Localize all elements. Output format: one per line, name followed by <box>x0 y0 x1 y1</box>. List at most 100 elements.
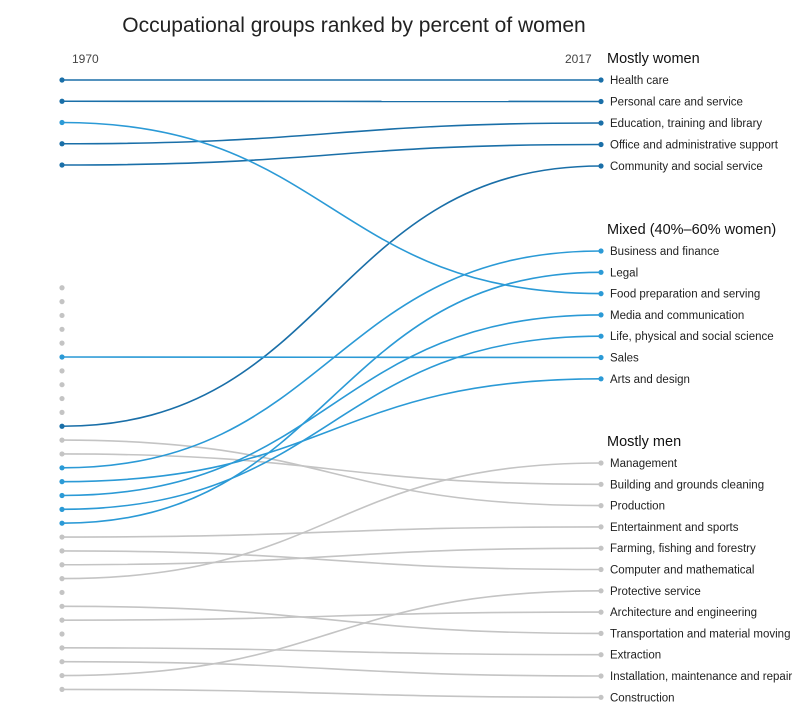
dot-2017-protective-service <box>598 588 604 594</box>
label-legal: Legal <box>610 267 638 279</box>
dot-1970-media-and-communication <box>59 492 65 499</box>
line-entertainment-and-sports <box>61 526 602 538</box>
dot-2017-computer-and-mathematical <box>598 566 604 573</box>
dot-1970-protective-service <box>59 672 65 679</box>
label-protective-service: Protective service <box>610 586 701 598</box>
label-office-and-administrative-support: Office and administrative support <box>610 140 779 152</box>
dot-2017-construction <box>598 694 604 700</box>
line-farming-fishing-and-forestry <box>61 547 602 566</box>
line-food-preparation-and-serving <box>61 121 602 295</box>
dot-1970-transportation-and-material-moving <box>59 603 65 609</box>
dot-2017-management <box>598 460 604 466</box>
line-installation-maintenance-and-repair <box>61 660 602 677</box>
chart-title: Occupational groups ranked by percent of… <box>122 14 585 37</box>
year-label-start: 1970 <box>72 52 99 66</box>
line-office-and-administrative-support <box>61 143 602 166</box>
unlabeled-dot <box>59 631 65 637</box>
line-sales <box>61 356 602 359</box>
label-personal-care-and-service: Personal care and service <box>610 97 743 109</box>
dot-1970-arts-and-design <box>59 479 65 485</box>
dot-1970-sales <box>59 354 65 360</box>
unlabeled-dot <box>59 368 65 374</box>
line-management <box>61 462 602 580</box>
dot-2017-education-training-and-library <box>598 120 604 126</box>
dot-1970-legal <box>59 520 65 526</box>
dot-1970-computer-and-mathematical <box>59 548 65 554</box>
line-business-and-finance <box>61 250 602 469</box>
dot-2017-building-and-grounds-cleaning <box>598 481 604 487</box>
dot-2017-media-and-communication <box>598 312 604 318</box>
label-business-and-finance: Business and finance <box>610 246 719 258</box>
year-label-end: 2017 <box>565 52 592 66</box>
dot-2017-health-care <box>598 77 604 83</box>
label-architecture-and-engineering: Architecture and engineering <box>610 607 757 619</box>
dot-1970-farming-fishing-and-forestry <box>59 562 65 568</box>
dot-2017-production <box>598 503 604 509</box>
dot-1970-architecture-and-engineering <box>59 617 65 623</box>
unlabeled-dot <box>59 589 65 596</box>
dot-1970-entertainment-and-sports <box>59 534 65 540</box>
dot-1970-business-and-finance <box>59 465 65 471</box>
label-management: Management <box>610 458 678 470</box>
line-legal <box>61 271 602 524</box>
line-building-and-grounds-cleaning <box>61 453 602 486</box>
label-media-and-communication: Media and communication <box>610 310 744 322</box>
category-labels: Health care Personal care and service Educ… <box>610 75 792 704</box>
label-farming-fishing-and-forestry: Farming, fishing and forestry <box>610 543 756 555</box>
label-community-and-social-service: Community and social service <box>610 161 763 173</box>
dot-2017-community-and-social-service <box>598 163 604 169</box>
dot-2017-installation-maintenance-and-repair <box>598 673 604 679</box>
group-title-mostly-men: Mostly men <box>607 434 681 450</box>
label-life-physical-and-social-science: Life, physical and social science <box>610 331 774 343</box>
dot-1970-food-preparation-and-serving <box>59 119 65 126</box>
dot-2017-food-preparation-and-serving <box>598 291 604 297</box>
series-dots <box>59 77 604 700</box>
label-computer-and-mathematical: Computer and mathematical <box>610 565 754 577</box>
dot-1970-office-and-administrative-support <box>59 162 65 168</box>
dot-2017-personal-care-and-service <box>598 98 604 105</box>
unlabeled-dot <box>59 299 65 305</box>
label-transportation-and-material-moving: Transportation and material moving <box>610 628 790 640</box>
series-lines <box>61 79 602 699</box>
line-community-and-social-service <box>61 165 602 428</box>
dot-1970-education-training-and-library <box>59 141 65 147</box>
unlabeled-dot <box>59 409 65 415</box>
dot-1970-life-physical-and-social-science <box>59 506 65 512</box>
line-production <box>61 439 602 507</box>
dot-2017-entertainment-and-sports <box>598 524 604 530</box>
line-architecture-and-engineering <box>61 611 602 621</box>
dot-1970-health-care <box>59 77 65 83</box>
dot-1970-construction <box>59 686 65 693</box>
line-construction <box>61 688 602 699</box>
dot-2017-sales <box>598 354 604 361</box>
group-headings: Mostly women Mixed (40%–60% women) Mostly … <box>607 51 776 450</box>
label-entertainment-and-sports: Entertainment and sports <box>610 522 739 534</box>
label-health-care: Health care <box>610 75 669 87</box>
line-transportation-and-material-moving <box>61 605 602 635</box>
group-title-mostly-women: Mostly women <box>607 51 700 67</box>
unlabeled-dot <box>59 340 65 346</box>
dot-2017-transportation-and-material-moving <box>598 630 604 637</box>
label-arts-and-design: Arts and design <box>610 374 690 386</box>
line-education-training-and-library <box>61 122 602 145</box>
dot-2017-architecture-and-engineering <box>598 609 604 615</box>
dot-1970-building-and-grounds-cleaning <box>59 451 65 457</box>
unlabeled-dot <box>59 395 65 402</box>
dot-2017-legal <box>598 269 604 275</box>
label-building-and-grounds-cleaning: Building and grounds cleaning <box>610 479 764 491</box>
label-food-preparation-and-serving: Food preparation and serving <box>610 289 760 301</box>
dot-2017-life-physical-and-social-science <box>598 333 604 339</box>
dot-1970-personal-care-and-service <box>59 98 65 104</box>
dot-1970-installation-maintenance-and-repair <box>59 659 65 665</box>
label-production: Production <box>610 501 665 513</box>
dot-1970-production <box>59 437 65 443</box>
label-extraction: Extraction <box>610 650 661 662</box>
unlabeled-dot <box>59 382 65 388</box>
label-education-training-and-library: Education, training and library <box>610 118 762 130</box>
group-title-mixed-40-60-women: Mixed (40%–60% women) <box>607 222 776 238</box>
line-protective-service <box>61 590 602 677</box>
line-computer-and-mathematical <box>61 550 602 571</box>
label-installation-maintenance-and-repair: Installation, maintenance and repair <box>610 671 792 683</box>
dot-2017-arts-and-design <box>598 376 604 382</box>
